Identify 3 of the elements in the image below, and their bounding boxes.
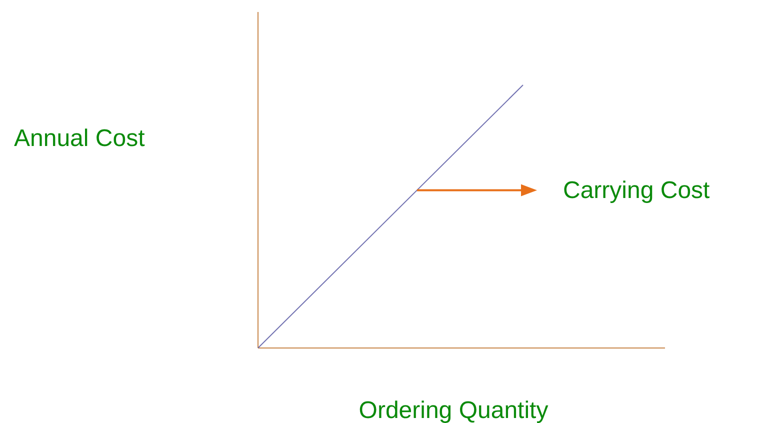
annotation: Carrying Cost: [563, 177, 710, 204]
x-axis-title: Ordering Quantity: [358, 397, 548, 423]
y-axis-title: Annual Cost: [14, 125, 146, 152]
